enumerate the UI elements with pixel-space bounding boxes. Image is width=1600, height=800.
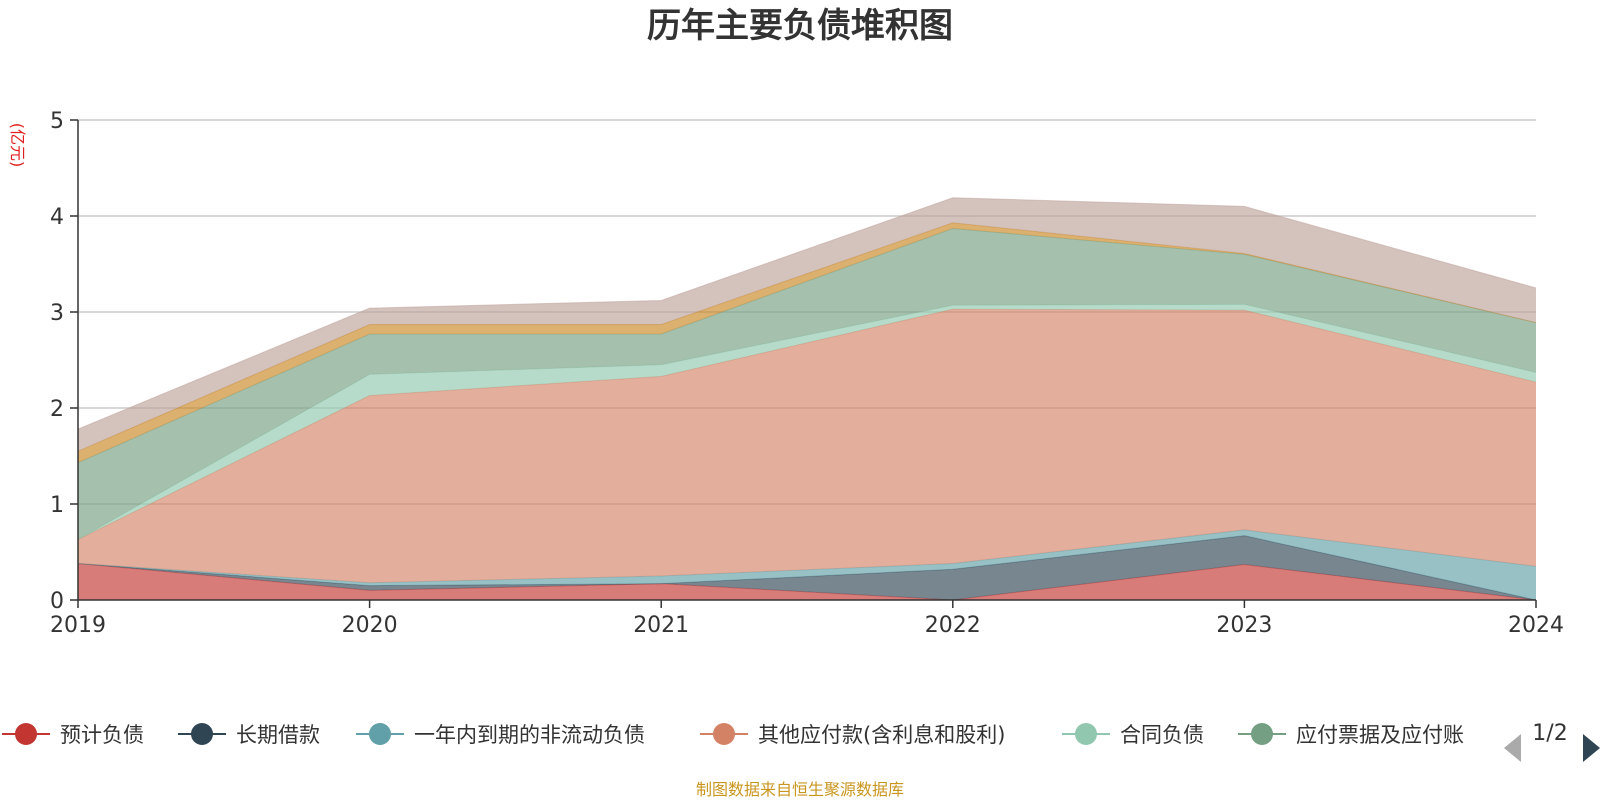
data-source-note: 制图数据来自恒生聚源数据库: [696, 780, 904, 799]
area-series-5: [78, 228, 1536, 540]
stacked-areas: [77, 197, 1537, 601]
x-tick-label: 2020: [342, 613, 398, 638]
y-axis-unit-label: (亿元): [8, 123, 27, 168]
legend: 预计负债 长期借款 一年内到期的非流动负债 其他应付款(含利息和股利) 合同负债 应付票据…: [2, 723, 1464, 747]
chart-title: 历年主要负债堆积图: [647, 6, 953, 46]
y-tick-label: 4: [50, 205, 64, 230]
legend-circle-icon: [191, 723, 213, 745]
x-tick-label: 2019: [50, 613, 106, 638]
legend-item[interactable]: 其他应付款(含利息和股利): [700, 723, 1005, 747]
legend-circle-icon: [15, 723, 37, 745]
x-tick-label: 2023: [1216, 613, 1272, 638]
legend-label: 长期借款: [236, 723, 320, 747]
legend-circle-icon: [1251, 723, 1273, 745]
area-series-3: [78, 309, 1536, 583]
legend-circle-icon: [1075, 723, 1097, 745]
area-series-0: [78, 563, 1536, 600]
triangle-right-icon[interactable]: [1583, 734, 1600, 762]
legend-item[interactable]: 预计负债: [2, 723, 144, 747]
x-tick-label: 2024: [1508, 613, 1564, 638]
x-tick-label: 2021: [633, 613, 689, 638]
legend-item[interactable]: 合同负债: [1062, 723, 1204, 747]
legend-page-indicator: 1/2: [1532, 721, 1567, 746]
legend-circle-icon: [713, 723, 735, 745]
legend-label: 合同负债: [1120, 723, 1204, 747]
area-series-2: [78, 529, 1536, 600]
axes: 0 1 2 3 4 5 2019 2020 2021 2022 2023 2024: [50, 109, 1564, 638]
y-tick-label: 2: [50, 397, 64, 422]
legend-pager: 1/2: [1504, 721, 1600, 762]
y-tick-label: 0: [50, 589, 64, 614]
legend-label: 一年内到期的非流动负债: [414, 723, 645, 747]
y-tick-label: 3: [50, 301, 64, 326]
y-tick-label: 5: [50, 109, 64, 134]
legend-label: 其他应付款(含利息和股利): [758, 723, 1005, 747]
legend-item[interactable]: 长期借款: [178, 723, 320, 747]
area-series-7: [78, 197, 1536, 452]
legend-item[interactable]: 一年内到期的非流动负债: [356, 723, 645, 747]
triangle-left-icon[interactable]: [1504, 734, 1521, 762]
x-tick-label: 2022: [925, 613, 981, 638]
legend-label: 预计负债: [60, 723, 144, 747]
y-tick-label: 1: [50, 493, 64, 518]
area-line-series-7: [77, 197, 1537, 430]
legend-item[interactable]: 应付票据及应付账: [1238, 723, 1464, 747]
legend-label: 应付票据及应付账: [1296, 723, 1464, 747]
legend-circle-icon: [369, 723, 391, 745]
area-series-1: [78, 535, 1536, 600]
